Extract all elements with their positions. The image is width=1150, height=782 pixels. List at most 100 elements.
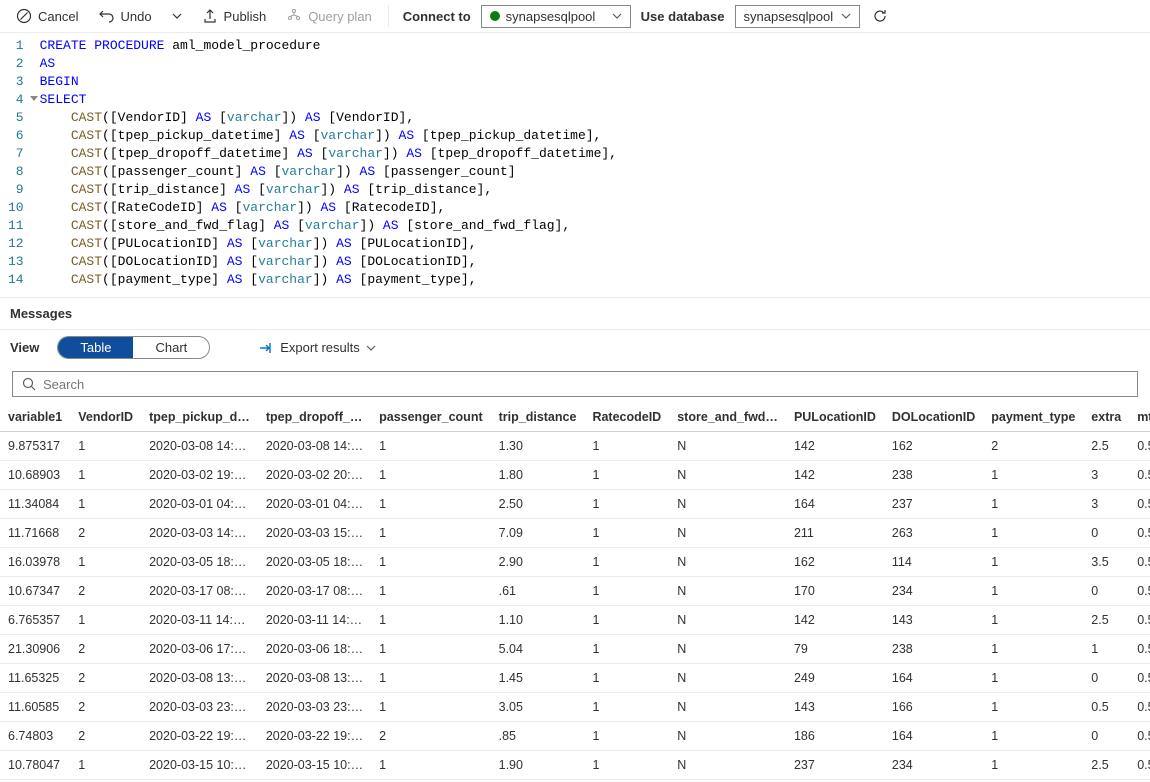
undo-dropdown[interactable] — [164, 7, 190, 25]
table-cell: 0.5 — [1129, 606, 1150, 635]
export-results-button[interactable]: Export results — [258, 340, 375, 356]
table-cell: 234 — [884, 577, 983, 606]
use-database-label: Use database — [641, 9, 725, 24]
table-row[interactable]: 10.7804712020-03-15 10:…2020-03-15 10:…1… — [0, 751, 1150, 780]
code-line[interactable]: BEGIN — [40, 73, 617, 91]
column-header[interactable]: trip_distance — [491, 403, 585, 432]
table-cell: 21.30906 — [0, 635, 70, 664]
search-box[interactable] — [12, 371, 1138, 397]
column-header[interactable]: variable1 — [0, 403, 70, 432]
table-row[interactable]: 11.6058522020-03-03 23:…2020-03-03 23:…1… — [0, 693, 1150, 722]
column-header[interactable]: mta_tax — [1129, 403, 1150, 432]
connect-to-select[interactable]: synapsesqlpool — [481, 5, 631, 28]
column-header[interactable]: extra — [1083, 403, 1129, 432]
code-line[interactable]: CAST([PULocationID] AS [varchar]) AS [PU… — [40, 235, 617, 253]
table-cell: 1 — [371, 432, 491, 461]
table-cell: 1 — [584, 577, 669, 606]
column-header[interactable]: DOLocationID — [884, 403, 983, 432]
column-header[interactable]: RatecodeID — [584, 403, 669, 432]
column-header[interactable]: store_and_fwd… — [669, 403, 786, 432]
search-icon — [21, 376, 37, 392]
table-cell: 1 — [584, 751, 669, 780]
table-row[interactable]: 11.7166822020-03-03 14:…2020-03-03 15:…1… — [0, 519, 1150, 548]
query-plan-button[interactable]: Query plan — [278, 4, 380, 28]
table-cell: 2020-03-05 18:… — [141, 548, 258, 577]
table-cell: 1.10 — [491, 606, 585, 635]
table-cell: 0.5 — [1129, 635, 1150, 664]
table-cell: 2020-03-02 19:… — [141, 461, 258, 490]
query-plan-icon — [286, 8, 302, 24]
table-row[interactable]: 10.6734722020-03-17 08:…2020-03-17 08:…1… — [0, 577, 1150, 606]
table-cell: 1 — [371, 606, 491, 635]
table-cell: 11.60585 — [0, 693, 70, 722]
column-header[interactable]: passenger_count — [371, 403, 491, 432]
table-row[interactable]: 10.6890312020-03-02 19:…2020-03-02 20:…1… — [0, 461, 1150, 490]
code-line[interactable]: CAST([RateCodeID] AS [varchar]) AS [Rate… — [40, 199, 617, 217]
code-line[interactable]: CAST([VendorID] AS [varchar]) AS [Vendor… — [40, 109, 617, 127]
table-row[interactable]: 16.0397812020-03-05 18:…2020-03-05 18:…1… — [0, 548, 1150, 577]
table-cell: 142 — [786, 432, 884, 461]
table-cell: 142 — [786, 461, 884, 490]
table-row[interactable]: 11.6532522020-03-08 13:…2020-03-08 13:…1… — [0, 664, 1150, 693]
code-line[interactable]: CAST([trip_distance] AS [varchar]) AS [t… — [40, 181, 617, 199]
table-row[interactable]: 21.3090622020-03-06 17:…2020-03-06 18:…1… — [0, 635, 1150, 664]
line-number: 12 — [8, 235, 24, 253]
table-row[interactable]: 6.76535712020-03-11 14:…2020-03-11 14:…1… — [0, 606, 1150, 635]
line-number: 4 — [8, 91, 24, 109]
line-number: 3 — [8, 73, 24, 91]
view-toggle: Table Chart — [57, 336, 210, 359]
code-line[interactable]: AS — [40, 55, 617, 73]
table-cell: N — [669, 461, 786, 490]
refresh-button[interactable] — [864, 4, 896, 28]
table-cell: 79 — [786, 635, 884, 664]
table-cell: N — [669, 635, 786, 664]
table-cell: 1 — [70, 606, 141, 635]
publish-button[interactable]: Publish — [194, 4, 275, 28]
code-line[interactable]: CAST([payment_type] AS [varchar]) AS [pa… — [40, 271, 617, 289]
table-cell: 2020-03-08 13:… — [258, 664, 371, 693]
table-cell: 1 — [983, 490, 1083, 519]
column-header[interactable]: PULocationID — [786, 403, 884, 432]
column-header[interactable]: tpep_pickup_d… — [141, 403, 258, 432]
code-line[interactable]: CAST([store_and_fwd_flag] AS [varchar]) … — [40, 217, 617, 235]
line-number: 13 — [8, 253, 24, 271]
editor-code[interactable]: CREATE PROCEDURE aml_model_procedureASBE… — [40, 37, 617, 289]
table-row[interactable]: 11.3408412020-03-01 04:…2020-03-01 04:…1… — [0, 490, 1150, 519]
code-line[interactable]: CREATE PROCEDURE aml_model_procedure — [40, 37, 617, 55]
view-toggle-table[interactable]: Table — [58, 337, 133, 358]
code-line[interactable]: CAST([passenger_count] AS [varchar]) AS … — [40, 163, 617, 181]
table-cell: 0 — [1083, 722, 1129, 751]
view-toggle-chart[interactable]: Chart — [133, 337, 209, 358]
status-dot-icon — [490, 11, 500, 21]
table-cell: 0.5 — [1129, 548, 1150, 577]
table-row[interactable]: 9.87531712020-03-08 14:…2020-03-08 14:…1… — [0, 432, 1150, 461]
sql-editor[interactable]: 1234567891011121314 CREATE PROCEDURE aml… — [0, 33, 1150, 298]
code-line[interactable]: CAST([DOLocationID] AS [varchar]) AS [DO… — [40, 253, 617, 271]
chevron-down-icon — [841, 11, 851, 21]
undo-button[interactable]: Undo — [90, 4, 159, 28]
code-line[interactable]: CAST([tpep_pickup_datetime] AS [varchar]… — [40, 127, 617, 145]
table-cell: 1 — [983, 635, 1083, 664]
line-number: 1 — [8, 37, 24, 55]
code-line[interactable]: CAST([tpep_dropoff_datetime] AS [varchar… — [40, 145, 617, 163]
search-input[interactable] — [43, 377, 1129, 392]
table-cell: 162 — [786, 548, 884, 577]
export-label: Export results — [280, 340, 359, 355]
cancel-button[interactable]: Cancel — [8, 4, 86, 28]
table-cell: 238 — [884, 461, 983, 490]
code-line[interactable]: SELECT — [40, 91, 617, 109]
table-row[interactable]: 6.7480322020-03-22 19:…2020-03-22 19:…2.… — [0, 722, 1150, 751]
table-cell: 170 — [786, 577, 884, 606]
table-cell: 1 — [584, 432, 669, 461]
column-header[interactable]: tpep_dropoff_… — [258, 403, 371, 432]
table-cell: 1.45 — [491, 664, 585, 693]
table-cell: 2 — [70, 693, 141, 722]
column-header[interactable]: VendorID — [70, 403, 141, 432]
table-cell: 1.80 — [491, 461, 585, 490]
column-header[interactable]: payment_type — [983, 403, 1083, 432]
table-cell: 0.5 — [1129, 519, 1150, 548]
undo-label: Undo — [120, 9, 151, 24]
use-database-select[interactable]: synapsesqlpool — [735, 5, 861, 28]
table-cell: 2 — [983, 432, 1083, 461]
table-cell: 0.5 — [1129, 432, 1150, 461]
